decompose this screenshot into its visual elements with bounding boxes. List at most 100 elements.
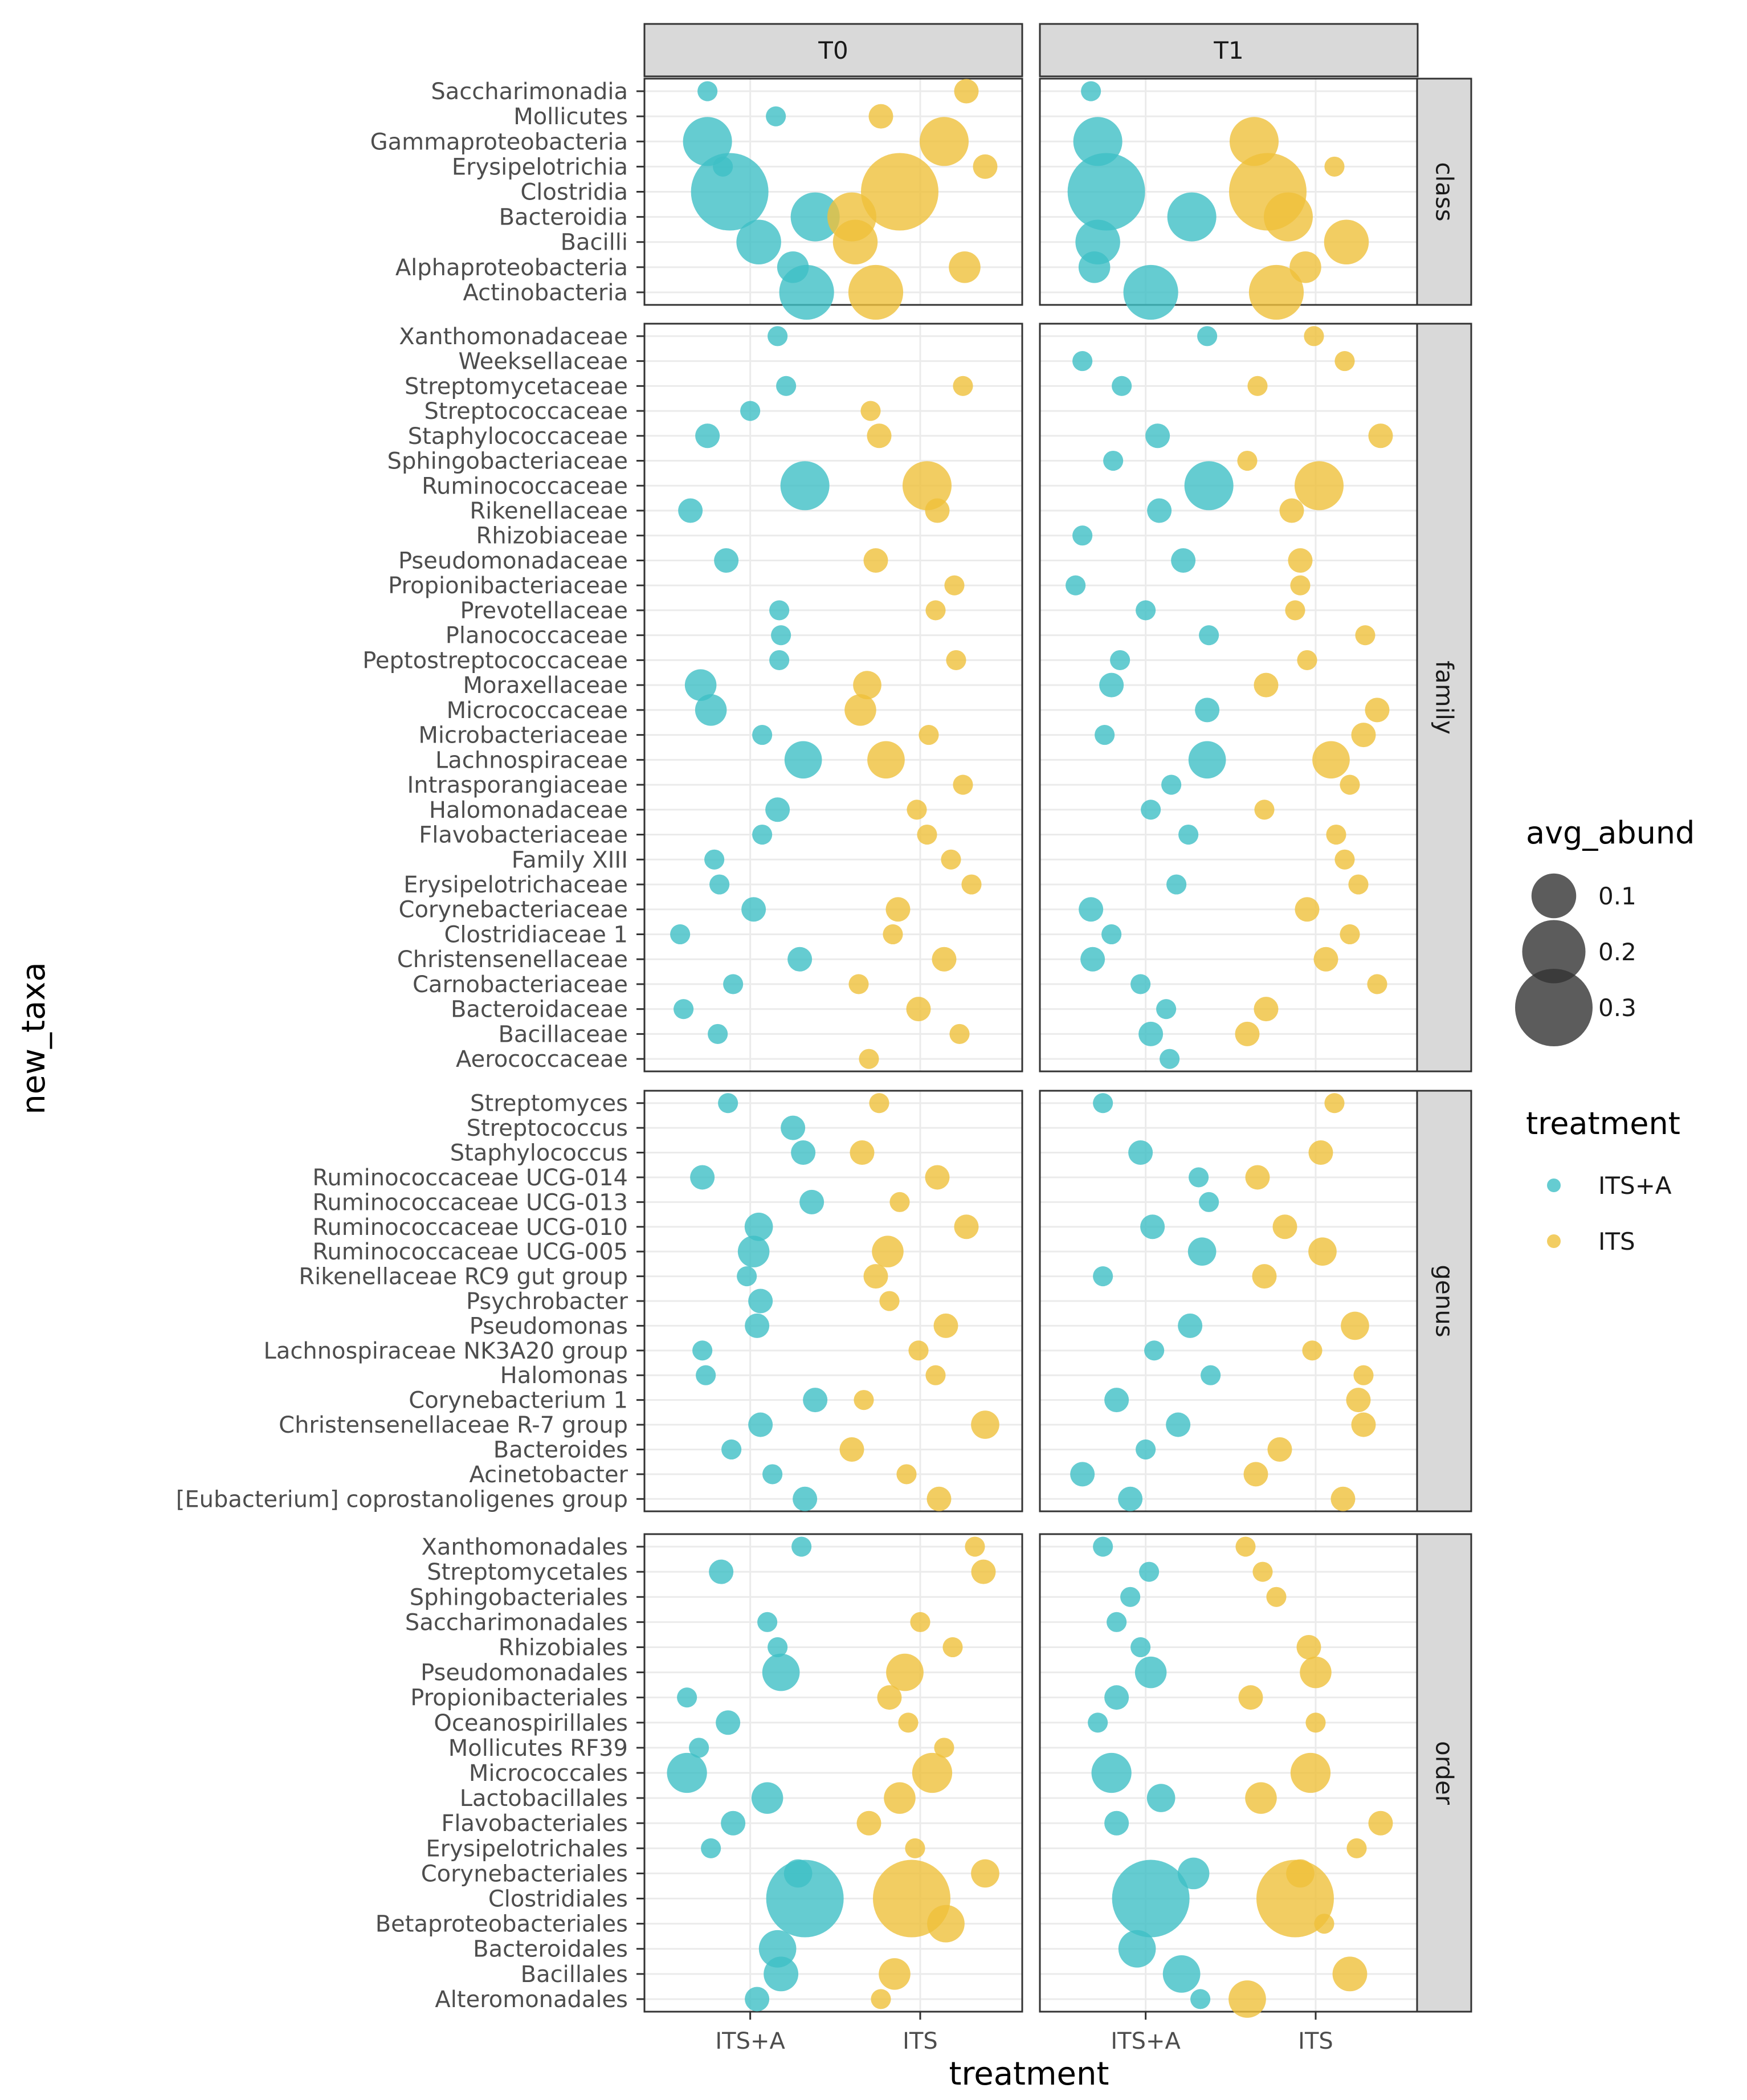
data-point — [670, 924, 691, 945]
data-point — [1177, 1857, 1210, 1890]
data-point — [1118, 1486, 1143, 1511]
data-point — [779, 264, 834, 320]
data-point — [768, 1637, 788, 1658]
data-point — [1103, 450, 1124, 471]
y-axis-title: new_taxa — [15, 962, 52, 1114]
data-point — [1166, 1412, 1191, 1437]
data-point — [1099, 672, 1124, 698]
size-legend-label: 0.3 — [1598, 994, 1636, 1022]
data-point — [1178, 824, 1199, 845]
data-point — [1330, 1486, 1356, 1511]
data-point — [942, 1637, 963, 1658]
y-tick-label: Bacteroidaceae — [451, 997, 628, 1023]
data-point — [926, 1486, 952, 1511]
data-point — [708, 1024, 728, 1044]
data-point — [885, 897, 911, 922]
data-point — [1184, 461, 1234, 511]
data-point — [949, 1024, 970, 1044]
data-point — [764, 1956, 799, 1992]
color-legend-title: treatment — [1526, 1106, 1680, 1141]
data-point — [718, 1093, 738, 1114]
y-tick-label: Alteromonadales — [435, 1987, 628, 2013]
data-point — [1088, 1712, 1108, 1733]
data-point — [1107, 1612, 1127, 1632]
data-point — [1156, 999, 1177, 1020]
y-tick-label: [Eubacterium] coprostanoligenes group — [176, 1486, 628, 1512]
y-tick-label: Lactobacillales — [460, 1785, 628, 1812]
y-tick-label: Aerococcaceae — [456, 1046, 628, 1073]
data-point — [896, 1464, 917, 1485]
data-point — [766, 1860, 844, 1938]
data-point — [944, 575, 965, 596]
y-tick-label: Christensenellaceae — [397, 947, 628, 973]
data-point — [953, 376, 973, 396]
data-point — [860, 401, 881, 421]
data-point — [850, 1140, 875, 1165]
data-point — [677, 1687, 697, 1708]
data-point — [1285, 600, 1305, 621]
column-strip-t1 — [1039, 23, 1419, 78]
y-tick-label: Streptococcus — [467, 1115, 628, 1141]
data-point — [1093, 1536, 1113, 1557]
data-point — [1300, 1656, 1332, 1689]
data-point — [1162, 1955, 1201, 1993]
chart-panels — [636, 23, 1472, 2020]
panel-background — [1040, 324, 1418, 1071]
y-tick-label: Gammaproteobacteria — [370, 129, 628, 155]
data-point — [877, 1685, 902, 1710]
data-point — [871, 1989, 891, 2009]
data-point — [908, 1340, 929, 1361]
data-point — [1340, 774, 1360, 795]
data-point — [791, 1140, 816, 1165]
data-point — [678, 498, 703, 523]
data-point — [1340, 924, 1360, 945]
row-strip-genus — [1416, 1090, 1472, 1512]
data-point — [1070, 1462, 1095, 1487]
data-point — [898, 1712, 919, 1733]
y-tick-label: Planococcaceae — [446, 623, 628, 649]
y-tick-label: Lachnospiraceae NK3A20 group — [264, 1338, 628, 1364]
data-point — [748, 1412, 773, 1437]
data-point — [1189, 1167, 1209, 1188]
y-tick-label: Ruminococcaceae UCG-010 — [312, 1214, 628, 1241]
data-point — [1290, 1752, 1331, 1793]
data-point — [965, 1536, 985, 1557]
y-tick-label: Rhizobiales — [499, 1634, 628, 1661]
data-point — [971, 1410, 999, 1439]
y-tick-label: Streptococcaceae — [424, 398, 628, 425]
y-tick-label: Bacteroidales — [473, 1936, 628, 1963]
data-point — [1166, 874, 1187, 895]
data-point — [744, 1212, 773, 1241]
data-point — [1123, 264, 1178, 320]
data-point — [769, 650, 790, 670]
data-point — [695, 423, 720, 448]
y-tick-label: Clostridiales — [488, 1886, 628, 1913]
data-point — [1351, 1412, 1376, 1437]
data-point — [799, 1189, 824, 1214]
y-tick-label: Bacilli — [561, 230, 628, 256]
data-point — [872, 1235, 904, 1267]
data-point — [919, 117, 969, 166]
row-strip-label: order — [1431, 1741, 1459, 1805]
data-point — [741, 897, 766, 922]
data-point — [919, 725, 939, 745]
row-strip-order — [1416, 1533, 1472, 2013]
data-point — [1247, 376, 1268, 396]
chart-labels: T0 T1 SaccharimonadiaMollicutesGammaproteo… — [176, 36, 1459, 2054]
data-point — [1252, 1561, 1273, 1582]
y-tick-label: Xanthomonadales — [421, 1534, 628, 1560]
data-point — [1195, 698, 1220, 723]
data-point — [933, 1313, 958, 1338]
data-point — [752, 725, 773, 745]
data-point — [691, 153, 769, 231]
data-point — [863, 548, 888, 573]
data-point — [736, 219, 781, 264]
data-point — [867, 423, 892, 448]
data-point — [1190, 1989, 1211, 2009]
x-axis-title: treatment — [949, 2056, 1109, 2093]
data-point — [716, 1710, 741, 1735]
data-point — [1199, 1192, 1219, 1212]
data-point — [1110, 650, 1130, 670]
size-legend-key — [1531, 873, 1577, 919]
y-tick-label: Erysipelotrichaceae — [403, 872, 628, 898]
